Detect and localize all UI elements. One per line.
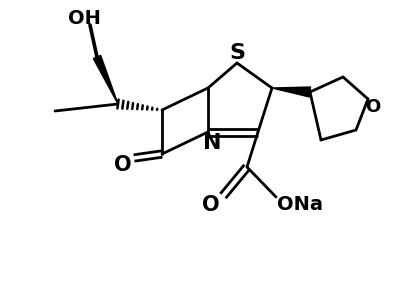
- Polygon shape: [93, 55, 118, 104]
- Text: N: N: [203, 133, 221, 153]
- Text: OH: OH: [68, 9, 101, 27]
- Text: O: O: [202, 195, 220, 215]
- Text: S: S: [229, 43, 245, 63]
- Text: O: O: [365, 98, 381, 116]
- Text: ONa: ONa: [277, 194, 323, 213]
- Polygon shape: [272, 87, 311, 97]
- Text: O: O: [114, 155, 132, 175]
